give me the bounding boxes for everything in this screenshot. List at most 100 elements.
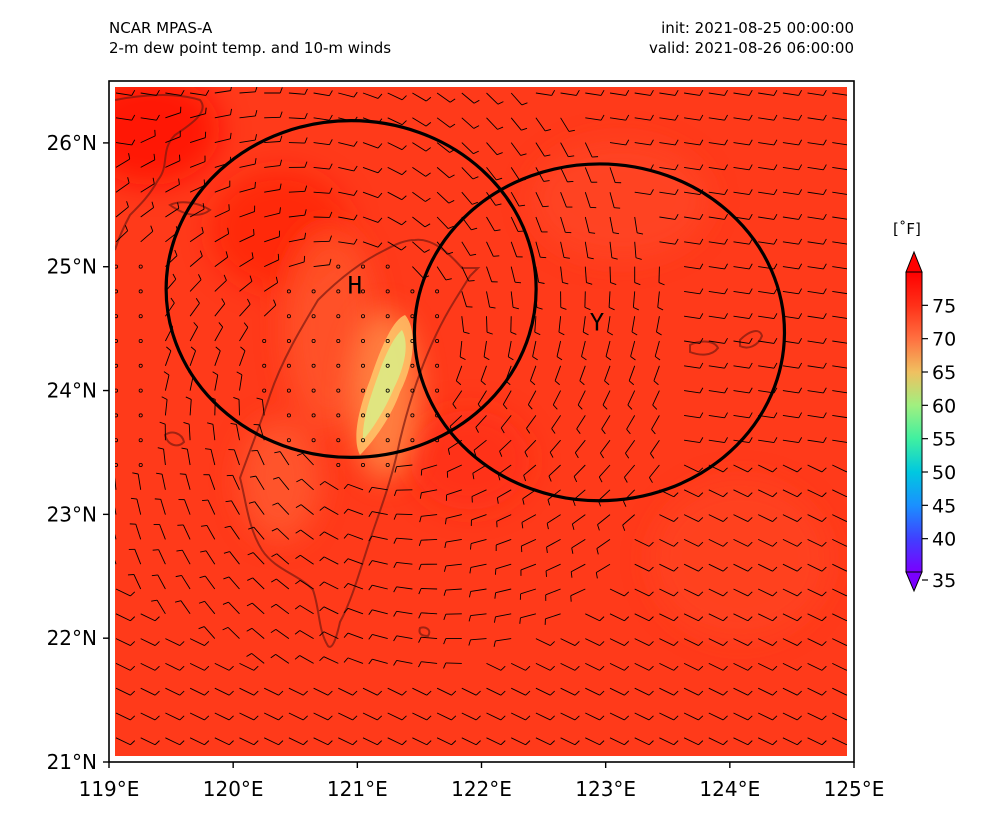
- wind-barb: [832, 191, 847, 195]
- wind-barb: [609, 712, 625, 721]
- wind-barb: [782, 687, 798, 696]
- wind-barb: [782, 662, 798, 671]
- wind-barb-flag: [722, 492, 728, 498]
- wind-barb: [807, 638, 823, 646]
- wind-barb-flag: [426, 740, 432, 746]
- wind-barb-flag: [418, 540, 422, 547]
- wind-barb: [362, 191, 379, 199]
- wind-barb: [609, 266, 611, 283]
- wind-barb: [214, 90, 231, 94]
- wind-barb-flag: [722, 715, 728, 721]
- wind-barb: [338, 241, 355, 245]
- wind-barb: [483, 340, 487, 357]
- wind-barb: [182, 549, 191, 565]
- wind-barb: [832, 142, 847, 146]
- wind-barb-flag: [796, 665, 802, 671]
- wind-barb: [659, 92, 676, 96]
- wind-barb-flag: [772, 665, 778, 671]
- wind-barb-flag: [699, 313, 704, 319]
- wind-barb-flag: [574, 641, 580, 646]
- wind-barb: [654, 340, 660, 357]
- wind-barb-flag: [699, 213, 704, 220]
- wind-barb-flag: [604, 380, 610, 386]
- lat-tick-label: 24°N: [47, 379, 97, 403]
- wind-barb: [338, 712, 353, 721]
- wind-barb-flag: [549, 665, 555, 671]
- wind-barb: [436, 216, 449, 229]
- wind-barb-flag: [247, 577, 253, 581]
- wind-barb-flag: [327, 740, 333, 746]
- wind-barb-flag: [773, 263, 778, 270]
- wind-barb-flag: [798, 114, 803, 121]
- calm-marker: [410, 413, 415, 418]
- wind-barb: [446, 514, 462, 519]
- wind-barb-flag: [230, 108, 232, 115]
- calm-marker: [286, 388, 291, 393]
- wind-barb-flag: [673, 541, 679, 547]
- wind-barb: [499, 439, 512, 452]
- calm-marker: [435, 289, 440, 294]
- wind-barb: [733, 489, 749, 498]
- wind-barb: [233, 449, 240, 466]
- wind-barb-flag: [179, 665, 185, 671]
- wind-barb: [782, 216, 799, 220]
- wind-barb-flag: [821, 566, 827, 572]
- wind-barb: [560, 662, 576, 671]
- calm-marker: [385, 438, 390, 443]
- wind-barb: [807, 266, 824, 270]
- wind-barb-flag: [248, 501, 255, 504]
- wind-barb-flag: [821, 740, 827, 746]
- wind-barb-flag: [424, 249, 430, 253]
- wind-barb-flag: [319, 531, 325, 537]
- wind-barb: [511, 687, 526, 696]
- wind-barb: [412, 92, 427, 102]
- wind-barb-flag: [447, 225, 454, 229]
- wind-barb: [313, 264, 330, 268]
- wind-barb: [782, 390, 799, 394]
- wind-barb-flag: [130, 591, 136, 597]
- wind-barb: [214, 256, 228, 267]
- wind-barb-flag: [179, 715, 185, 721]
- wind-barb: [535, 192, 544, 207]
- wind-barb-flag: [271, 528, 278, 532]
- wind-barb: [338, 737, 353, 746]
- wind-barb-flag: [525, 665, 531, 671]
- wind-barb: [507, 340, 512, 357]
- wind-barb-flag: [698, 492, 704, 498]
- wind-barb: [461, 316, 465, 333]
- wind-barb: [585, 92, 602, 96]
- wind-barb: [733, 662, 749, 671]
- wind-barb-flag: [174, 249, 178, 256]
- wind-barb-flag: [401, 195, 407, 201]
- wind-barb-flag: [470, 253, 477, 256]
- wind-barb: [832, 166, 847, 171]
- wind-barb: [163, 449, 166, 466]
- wind-barb: [255, 475, 265, 491]
- wind-barb: [634, 563, 650, 572]
- wind-barb-flag: [393, 635, 398, 642]
- wind-barb: [584, 142, 593, 158]
- wind-barb: [165, 687, 181, 696]
- wind-barb: [659, 737, 675, 746]
- wind-barb-flag: [631, 331, 638, 336]
- wind-barb-flag: [495, 203, 502, 206]
- wind-barb-flag: [674, 213, 679, 220]
- wind-barb: [461, 167, 474, 180]
- wind-barb: [609, 92, 626, 96]
- wind-barb-flag: [451, 740, 457, 746]
- wind-barb-flag: [796, 616, 802, 622]
- wind-barb-flag: [699, 387, 704, 394]
- wind-barb: [832, 613, 847, 622]
- wind-barb-flag: [798, 337, 803, 344]
- wind-barb: [605, 340, 611, 357]
- wind-barb: [604, 365, 611, 381]
- wind-barb-flag: [424, 223, 431, 228]
- wind-barb: [511, 737, 526, 746]
- wind-barb-flag: [748, 337, 753, 344]
- wind-barb-flag: [271, 553, 277, 558]
- wind-barb: [115, 182, 130, 193]
- wind-barb: [574, 439, 586, 453]
- wind-barb-flag: [747, 690, 753, 696]
- wind-barb: [204, 575, 216, 590]
- wind-barb: [782, 117, 799, 121]
